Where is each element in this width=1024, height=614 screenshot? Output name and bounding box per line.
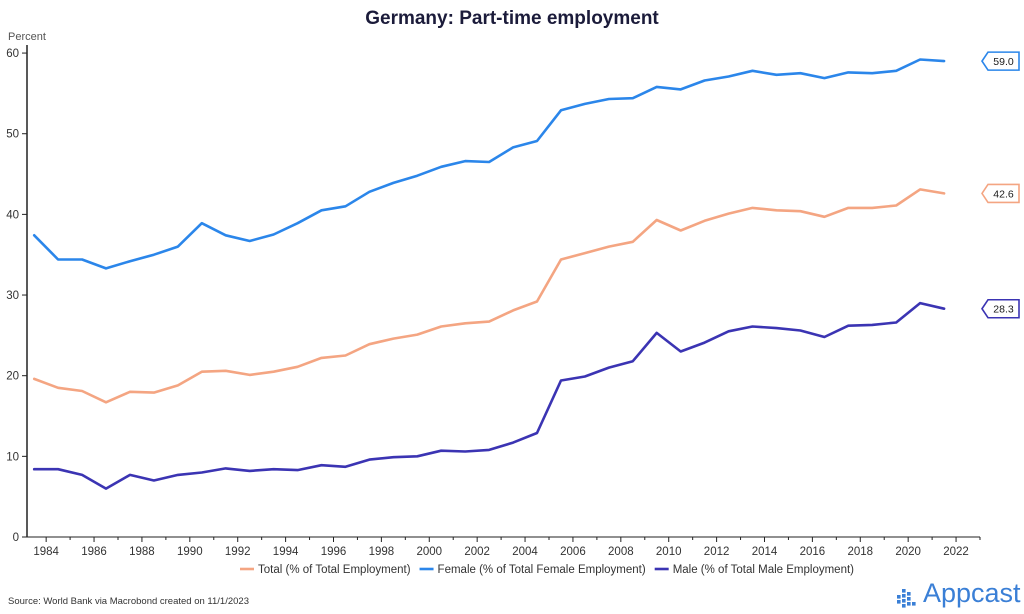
brand-name: Appcast [923, 578, 1021, 608]
y-tick-label: 60 [6, 48, 19, 60]
x-tick-label: 2016 [800, 546, 826, 558]
end-label-value: 59.0 [993, 56, 1014, 68]
y-tick-label: 10 [6, 451, 19, 463]
legend: Total (% of Total Employment) Female (% o… [240, 564, 854, 576]
end-label: 42.6 [981, 183, 1020, 204]
logo-dot [902, 599, 906, 603]
x-tick-label: 1990 [177, 546, 203, 558]
x-tick-label: 2018 [847, 546, 873, 558]
logo-dot [897, 600, 901, 604]
legend-item: Total (% of Total Employment) [240, 564, 411, 576]
end-label-value: 42.6 [993, 188, 1014, 200]
end-label-box [981, 183, 1020, 204]
x-axis-ticks: 1984 1986 1988 1990 1992 1994 1996 1998 2000 2002… [33, 537, 981, 558]
chart-title: Germany: Part-time employment [365, 8, 659, 29]
x-tick-label: 2008 [608, 546, 634, 558]
logo-dot [902, 604, 906, 608]
brand-logo: Appcast [897, 578, 1021, 608]
logo-dot [897, 595, 901, 599]
x-tick-label: 2022 [943, 546, 969, 558]
series-lines [32, 58, 946, 490]
x-tick-label: 1998 [369, 546, 395, 558]
logo-dot [902, 594, 906, 598]
x-tick-label: 2014 [752, 546, 778, 558]
y-tick-label: 40 [6, 209, 19, 221]
logo-dot [912, 602, 916, 606]
end-label-box [981, 51, 1020, 71]
series-line-0 [32, 188, 946, 404]
end-label-box [981, 298, 1020, 319]
x-tick-label: 1988 [129, 546, 155, 558]
brand-logo-icon [897, 589, 916, 608]
x-tick-label: 2004 [512, 546, 538, 558]
x-tick-label: 1996 [321, 546, 347, 558]
y-tick-label: 0 [13, 532, 19, 544]
logo-dot [907, 602, 911, 606]
series-line-1 [32, 58, 946, 270]
x-tick-label: 2020 [895, 546, 921, 558]
y-tick-label: 20 [6, 371, 19, 383]
y-tick-label: 50 [6, 129, 19, 141]
x-tick-label: 2006 [560, 546, 586, 558]
x-tick-label: 1994 [273, 546, 299, 558]
x-tick-label: 2012 [704, 546, 730, 558]
end-label: 59.0 [981, 51, 1020, 71]
logo-dot [907, 597, 911, 601]
end-label: 28.3 [981, 298, 1020, 319]
x-tick-label: 2000 [416, 546, 442, 558]
legend-item: Male (% of Total Male Employment) [654, 564, 854, 576]
end-label-value: 28.3 [993, 304, 1014, 316]
x-tick-label: 2010 [656, 546, 682, 558]
x-tick-label: 1984 [33, 546, 59, 558]
legend-label: Male (% of Total Male Employment) [673, 564, 854, 576]
x-tick-label: 2002 [464, 546, 490, 558]
legend-item: Female (% of Total Female Employment) [419, 564, 646, 576]
series-line-2 [32, 301, 946, 490]
source-note: Source: World Bank via Macrobond created… [8, 596, 249, 607]
logo-dot [902, 589, 906, 593]
end-labels: 42.6 59.0 28.3 [981, 51, 1020, 319]
y-axis-ticks: 0 10 20 30 40 50 60 [6, 48, 27, 544]
legend-label: Total (% of Total Employment) [258, 564, 411, 576]
y-axis-label: Percent [8, 31, 46, 43]
x-tick-label: 1992 [225, 546, 251, 558]
y-tick-label: 30 [6, 290, 19, 302]
x-tick-label: 1986 [81, 546, 107, 558]
logo-dot [907, 592, 911, 596]
legend-label: Female (% of Total Female Employment) [438, 564, 646, 576]
